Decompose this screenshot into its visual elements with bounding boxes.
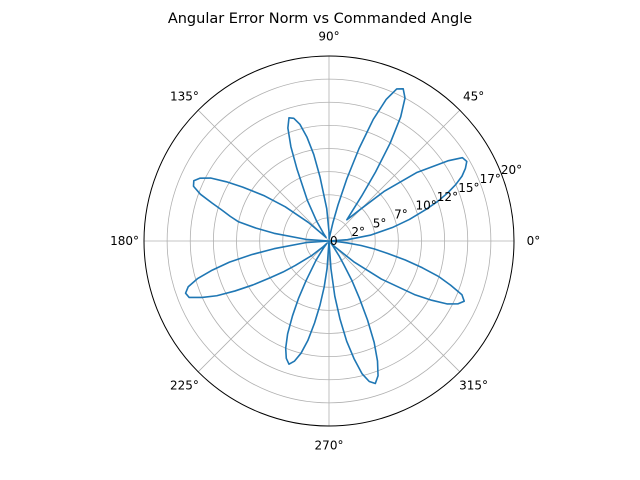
series-layer <box>184 88 468 385</box>
r-tick-label-2: 5° <box>373 216 387 230</box>
r-tick-label-1: 2° <box>351 225 365 239</box>
theta-tick-label-3: 135° <box>170 89 199 103</box>
theta-gridline-3 <box>197 109 330 242</box>
r-tick-labels: 0 2° 5° 7° 10°12°15°17°20° <box>330 163 522 248</box>
polar-grid <box>144 56 514 426</box>
theta-tick-label-6: 270° <box>315 438 344 452</box>
r-tick-label-7: 17° <box>480 172 501 186</box>
theta-tick-label-4: 180° <box>110 234 139 248</box>
r-tick-label-4: 10° <box>416 199 437 213</box>
r-tick-label-5: 12° <box>437 190 458 204</box>
theta-tick-label-5: 225° <box>170 379 199 393</box>
outer-frame <box>143 55 515 427</box>
theta-tick-label-7: 315° <box>459 379 488 393</box>
r-tick-label-3: 7° <box>394 208 408 222</box>
theta-tick-label-2: 90° <box>318 30 339 44</box>
theta-gridline-7 <box>328 240 461 373</box>
r-tick-label-8: 20° <box>501 163 522 177</box>
theta-tick-label-0: 0° <box>527 234 541 248</box>
r-tick-label-0: 0 <box>330 234 338 248</box>
theta-gridline-1 <box>328 109 461 242</box>
r-tick-label-6: 15° <box>458 181 479 195</box>
chart-title: Angular Error Norm vs Commanded Angle <box>168 11 472 27</box>
theta-tick-labels: 0° 45° 90° 135° 180° 225° 270° 315° <box>110 30 540 453</box>
polar-frame <box>143 55 515 427</box>
theta-tick-label-1: 45° <box>463 89 484 103</box>
theta-gridline-5 <box>197 240 330 373</box>
series-line-0 <box>184 88 468 385</box>
